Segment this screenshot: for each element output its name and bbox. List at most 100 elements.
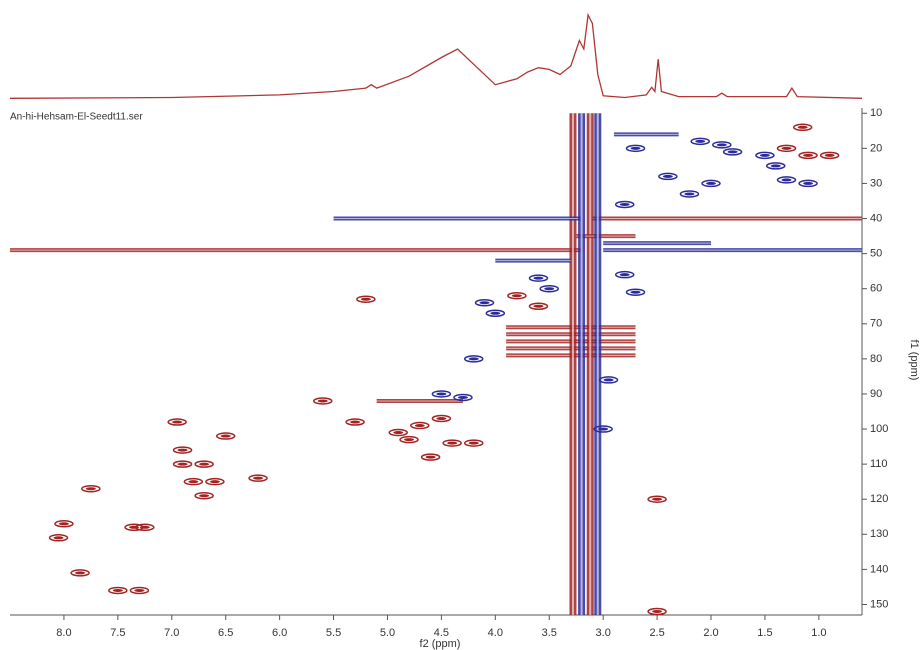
contour-peak-inner xyxy=(630,290,641,294)
contour-peak xyxy=(528,302,549,310)
contour-peak xyxy=(442,439,462,447)
contour-peak xyxy=(690,137,710,146)
contour-peak-inner xyxy=(716,143,727,147)
contour-peak xyxy=(798,179,818,188)
contour-peak-inner xyxy=(393,431,404,435)
contour-peak-inner xyxy=(511,294,522,298)
contour-peak xyxy=(598,376,619,384)
contour-peak-inner xyxy=(684,192,695,196)
contour-peak xyxy=(172,460,193,468)
contour-peak xyxy=(108,586,128,595)
contour-peak-inner xyxy=(177,462,188,466)
contour-peak xyxy=(485,309,506,318)
x-tick-label: 8.0 xyxy=(56,627,71,639)
contour-peak-inner xyxy=(797,125,808,129)
contour-peak-inner xyxy=(598,427,609,431)
contour-peak xyxy=(453,393,473,402)
contour-peak xyxy=(313,397,333,405)
contour-peak xyxy=(463,355,484,363)
x-tick-label: 2.5 xyxy=(649,627,664,639)
contour-peak-inner xyxy=(803,153,814,157)
contour-peak-inner xyxy=(781,146,792,150)
contour-peak-inner xyxy=(350,420,361,424)
y-tick-label: 80 xyxy=(870,353,882,365)
contour-peak-inner xyxy=(360,297,371,301)
y-tick-label: 30 xyxy=(870,177,882,189)
contour-peak-inner xyxy=(479,301,490,305)
y-tick-label: 20 xyxy=(870,142,882,154)
x-tick-label: 2.0 xyxy=(703,627,718,639)
contour-peak xyxy=(431,414,452,423)
contour-peak-inner xyxy=(75,571,86,575)
contour-peak-inner xyxy=(188,480,199,484)
x-tick-label: 4.5 xyxy=(434,627,449,639)
x-tick-label: 3.5 xyxy=(542,627,557,639)
x-tick-label: 6.5 xyxy=(218,627,233,639)
contour-peak-inner xyxy=(129,525,140,529)
contour-peak-inner xyxy=(706,181,717,185)
contour-peak-inner xyxy=(53,536,64,540)
contour-peak-inner xyxy=(533,276,544,280)
contour-peak-inner xyxy=(177,448,188,452)
contour-peak xyxy=(248,474,268,482)
contour-peak xyxy=(647,607,667,616)
contour-peak-inner xyxy=(134,588,145,592)
contour-peak-inner xyxy=(468,357,479,361)
contour-peak-inner xyxy=(436,417,447,421)
contour-peak xyxy=(48,534,69,542)
contour-peak-inner xyxy=(630,146,641,150)
contour-peak-inner xyxy=(727,150,738,154)
contour-peak xyxy=(701,179,721,188)
y-tick-label: 140 xyxy=(870,563,888,575)
x-axis-label: f2 (ppm) xyxy=(420,638,461,650)
contour-peak xyxy=(625,144,646,153)
contour-peak xyxy=(183,477,204,486)
contour-peak xyxy=(129,586,150,595)
x-tick-label: 7.0 xyxy=(164,627,179,639)
contour-peak xyxy=(722,148,743,156)
file-label: An-hi-Hehsam-El-Seedt11.ser xyxy=(10,112,143,123)
x-tick-label: 6.0 xyxy=(272,627,287,639)
contour-peak xyxy=(194,491,214,500)
contour-peak xyxy=(614,200,635,209)
contour-peak xyxy=(420,453,441,461)
contour-peak-inner xyxy=(468,441,479,445)
projection-trace xyxy=(9,12,863,99)
contour-peak xyxy=(167,418,187,426)
contour-peak-inner xyxy=(457,395,468,399)
contour-peak-inner xyxy=(824,153,835,157)
contour-peak xyxy=(798,151,818,160)
contour-peak-inner xyxy=(652,609,663,613)
contour-peak xyxy=(819,151,840,160)
contour-peak xyxy=(614,270,635,279)
y-tick-label: 120 xyxy=(870,493,888,505)
contour-peak-inner xyxy=(425,455,436,459)
contour-peak-inner xyxy=(172,420,183,424)
contour-peak-inner xyxy=(209,480,220,484)
contour-peak-inner xyxy=(603,378,614,382)
contour-peak-inner xyxy=(414,424,425,428)
contour-peak xyxy=(507,291,527,300)
contour-peak xyxy=(765,162,786,170)
y-tick-label: 110 xyxy=(870,458,888,470)
contour-peak-inner xyxy=(199,494,210,498)
contour-peak xyxy=(388,428,409,437)
y-tick-label: 90 xyxy=(870,388,882,400)
x-tick-label: 1.0 xyxy=(811,627,826,639)
contour-peak xyxy=(792,123,813,132)
contour-peak xyxy=(658,172,678,181)
contour-peak xyxy=(539,284,559,293)
x-tick-label: 5.5 xyxy=(326,627,341,639)
contour-peak xyxy=(712,141,732,149)
contour-peak-inner xyxy=(317,399,328,403)
contour-peak-inner xyxy=(619,273,630,277)
contour-peak-inner xyxy=(112,588,123,592)
contour-peak-inner xyxy=(436,392,447,396)
contour-peak-inner xyxy=(803,181,814,185)
y-tick-label: 130 xyxy=(870,528,888,540)
contour-peak xyxy=(776,144,797,153)
contour-peak xyxy=(593,425,613,433)
y-tick-label: 100 xyxy=(870,423,888,435)
contour-peak-inner xyxy=(58,522,69,526)
